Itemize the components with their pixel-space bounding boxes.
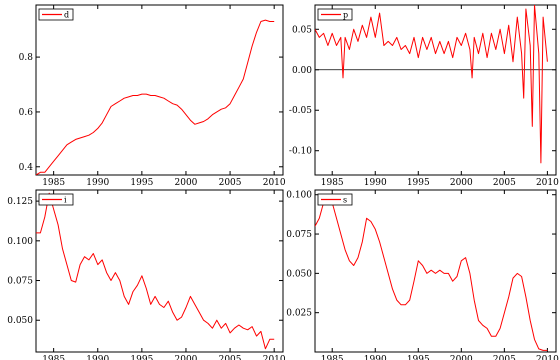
x-tick-label: 1990 [364, 178, 387, 188]
chart-panel-4: 1985 1990 1995 2000 2005 2010 0.025 0.050 0.075 0… [286, 189, 559, 360]
legend-label: s [343, 196, 347, 205]
plot-frame [35, 189, 284, 353]
x-tick-label: 2010 [263, 178, 286, 188]
x-tick-label: 2000 [450, 355, 473, 360]
y-tick-label: 0.6 [19, 108, 34, 118]
y-tick-label: 0.125 [7, 197, 33, 207]
x-tick-label: 2005 [219, 355, 242, 360]
x-tick-label: 2000 [175, 178, 198, 188]
x-tick-label: 2000 [175, 355, 198, 360]
plot-frame [314, 189, 557, 353]
x-tick-label: 1995 [407, 178, 430, 188]
y-tick-label: 0.4 [19, 163, 34, 173]
x-tick-label: 1985 [42, 178, 65, 188]
x-tick-label: 1990 [364, 355, 387, 360]
x-tick-label: 2010 [263, 355, 286, 360]
legend: p [317, 8, 353, 21]
x-tick-label: 1985 [42, 355, 65, 360]
legend: d [38, 8, 74, 21]
y-tick-label: 0.050 [7, 316, 33, 326]
legend-label: p [343, 11, 348, 20]
legend: i [38, 193, 74, 206]
plot-frame [314, 4, 557, 176]
y-tick-label: 0.100 [286, 191, 312, 201]
legend-label: i [64, 196, 67, 205]
x-tick-label: 2005 [493, 178, 516, 188]
x-tick-label: 2005 [493, 355, 516, 360]
x-tick-label: 2000 [450, 178, 473, 188]
x-tick-label: 1995 [130, 355, 153, 360]
y-tick-label: 0.075 [7, 277, 33, 287]
legend: s [317, 193, 353, 206]
plot-frame [35, 4, 284, 176]
x-tick-label: 1985 [321, 355, 344, 360]
y-tick-label: 0.075 [286, 230, 312, 240]
series-line-d [36, 19, 275, 175]
x-tick-label: 1990 [86, 355, 109, 360]
y-tick-label: -0.10 [289, 147, 312, 157]
series-line-i [36, 192, 275, 350]
chart-panel-2: 1985 1990 1995 2000 2005 2010 -0.10 -0.05 0.00 0.… [289, 4, 559, 188]
x-tick-label: 1995 [407, 355, 430, 360]
y-tick-label: 0.8 [19, 53, 34, 63]
chart-panel-3: 1985 1990 1995 2000 2005 2010 0.050 0.075 0.100 0… [7, 189, 286, 360]
chart-panel-1: 1985 1990 1995 2000 2005 2010 0.4 0.6 0.8 d [19, 4, 286, 188]
y-tick-label: 0.100 [7, 237, 33, 247]
y-tick-label: -0.05 [289, 106, 312, 116]
x-tick-label: 2010 [536, 178, 559, 188]
series-line-p [315, 5, 548, 164]
x-tick-label: 1985 [321, 178, 344, 188]
y-tick-label: 0.00 [292, 66, 312, 76]
y-tick-label: 0.05 [292, 25, 312, 35]
series-line-s [315, 194, 548, 351]
y-tick-label: 0.050 [286, 269, 312, 279]
x-tick-label: 1990 [86, 178, 109, 188]
legend-label: d [64, 11, 69, 20]
x-tick-label: 1995 [130, 178, 153, 188]
x-tick-label: 2005 [219, 178, 242, 188]
x-tick-label: 2010 [536, 355, 559, 360]
y-tick-label: 0.025 [286, 309, 312, 319]
